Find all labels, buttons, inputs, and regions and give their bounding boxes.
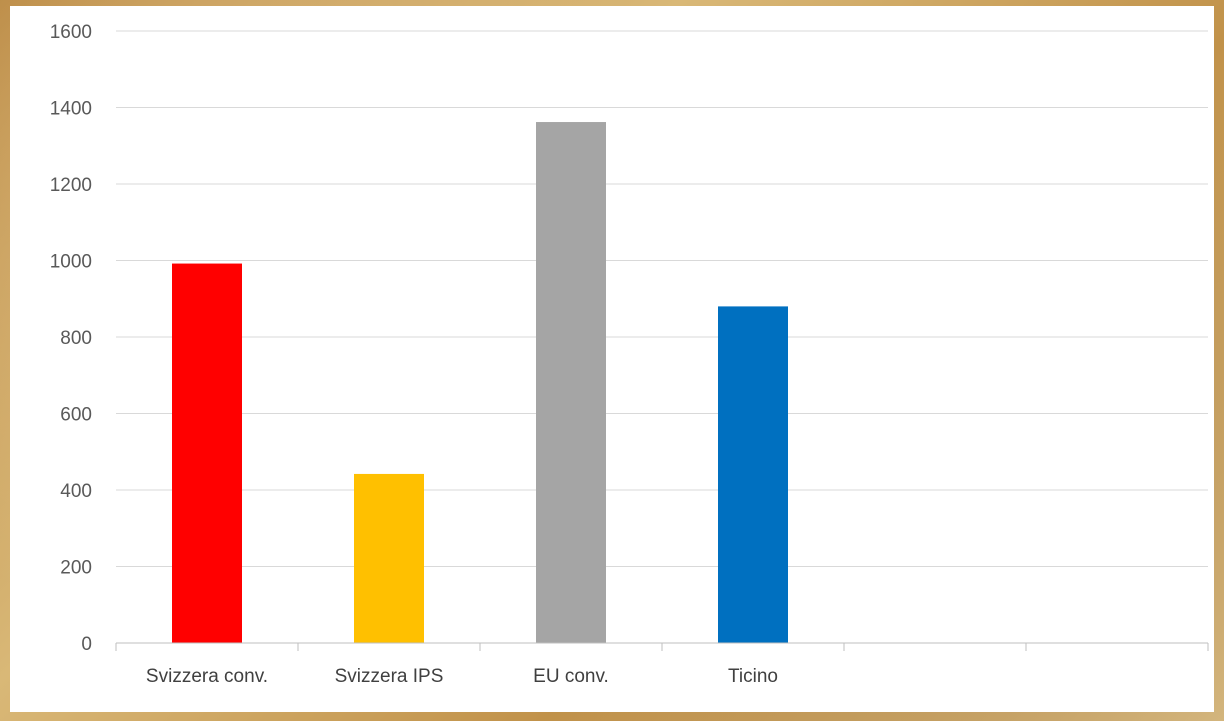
bar [536, 122, 606, 643]
y-tick-label: 200 [60, 558, 92, 579]
y-axis: 0 200 400 600 800 1000 1200 1400 1600 [50, 22, 92, 655]
chart-panel: 0 200 400 600 800 1000 1200 1400 1600 Svizzera c… [10, 6, 1214, 712]
bar [354, 473, 424, 643]
bar [718, 306, 788, 643]
x-axis: Svizzera conv. Svizzera IPS EU conv. Ticino [115, 642, 1209, 687]
y-tick-label: 1600 [50, 22, 92, 43]
y-tick-label: 0 [81, 634, 92, 655]
y-tick-label: 400 [60, 481, 92, 502]
y-tick-label: 600 [60, 405, 92, 426]
x-category-label: Svizzera IPS [335, 666, 444, 687]
x-category-label: EU conv. [533, 666, 609, 687]
y-tick-label: 1200 [50, 175, 92, 196]
x-category-label: Ticino [728, 666, 778, 687]
bar [172, 263, 242, 643]
y-tick-label: 1000 [50, 252, 92, 273]
y-tick-label: 800 [60, 328, 92, 349]
bars [172, 122, 788, 643]
x-category-label: Svizzera conv. [146, 666, 268, 687]
y-tick-label: 1400 [50, 99, 92, 120]
gridlines [116, 30, 1208, 567]
bar-chart: 0 200 400 600 800 1000 1200 1400 1600 Svizzera c… [50, 22, 1209, 687]
